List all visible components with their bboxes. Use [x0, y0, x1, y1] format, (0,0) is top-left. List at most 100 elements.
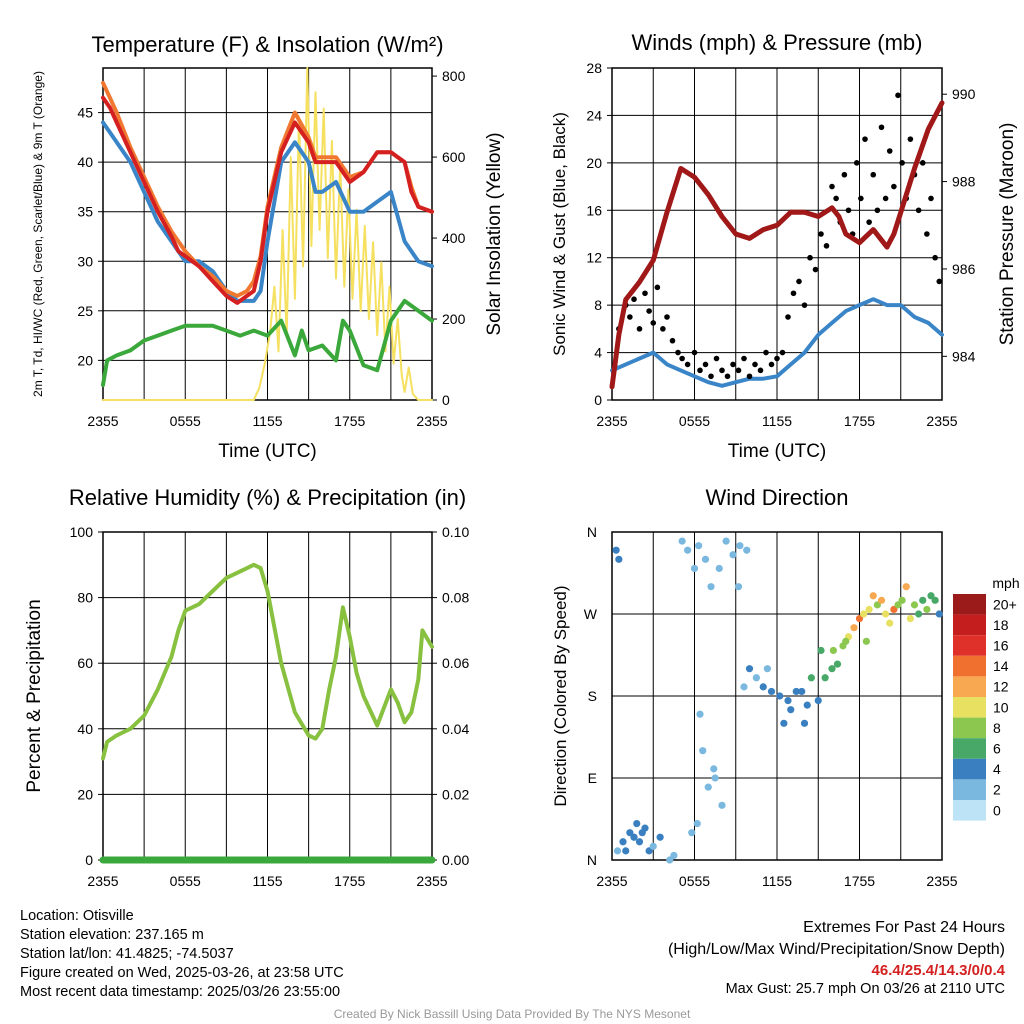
dir-x-tick-label: 2355	[926, 873, 957, 889]
wind-gust-point	[642, 290, 648, 297]
wind-gust-point	[785, 314, 791, 320]
colorbar-swatch	[953, 676, 986, 697]
dir-point	[886, 619, 894, 627]
station-elevation: Station elevation: 237.165 m	[20, 927, 204, 943]
dir-point	[828, 665, 836, 673]
rh-x-tick-label: 2355	[87, 873, 118, 889]
dir-point	[935, 610, 943, 618]
wind-gust-point	[886, 148, 893, 154]
wind-gust-point	[907, 136, 914, 142]
rh-x-tick-label: 2355	[416, 873, 447, 889]
temp-panel: Temperature (F) & Insolation (W/m²) 2355 0…	[31, 32, 505, 462]
colorbar-label: 14	[993, 658, 1009, 674]
dir-point	[696, 710, 704, 718]
wind-gust-point	[735, 367, 742, 374]
dir-point	[734, 583, 743, 591]
dir-point	[919, 596, 927, 604]
dir-point	[767, 687, 776, 696]
max-gust: Max Gust: 25.7 mph On 03/26 at 2110 UTC	[725, 981, 1005, 997]
wind-title: Winds (mph) & Pressure (mb)	[632, 30, 923, 55]
credit-line: Created By Nick Bassill Using Data Provi…	[333, 1007, 691, 1021]
dir-point	[873, 601, 881, 609]
dir-point	[865, 605, 873, 614]
rh-x-tick-label: 1155	[252, 873, 282, 889]
station-info: Location: Otisville Station elevation: 2…	[20, 907, 344, 1002]
wind-gust-point	[936, 278, 943, 285]
dir-point	[707, 583, 715, 591]
colorbar-label: 0	[993, 802, 1001, 818]
wind-gust-point	[878, 124, 885, 131]
dir-point	[722, 537, 730, 545]
wind-gust-point	[899, 160, 905, 166]
dir-point	[695, 542, 703, 550]
rh-x-tick-label: 0555	[170, 873, 201, 889]
wind-y2-tick-label: 986	[952, 261, 976, 277]
dir-y-tick-label: S	[588, 688, 597, 704]
wind-y-axis-label: Sonic Wind & Gust (Blue, Black)	[550, 112, 569, 356]
wind-gust-point	[675, 349, 681, 356]
temp-x-tick-label: 1755	[334, 413, 365, 429]
dir-point	[931, 596, 939, 604]
dir-point	[855, 614, 864, 623]
wind-x-tick-label: 0555	[679, 413, 710, 429]
dir-point	[690, 564, 699, 573]
temp-y2-tick-label: 600	[442, 149, 466, 165]
wind-gust-point	[746, 373, 753, 380]
dir-point	[759, 683, 767, 691]
rh-y2-tick-label: 0.00	[442, 852, 469, 868]
wind-gust-point	[874, 207, 881, 214]
wind-y-tick-label: 12	[586, 250, 602, 266]
wind-gust-point	[928, 195, 934, 202]
rh-y-tick-label: 80	[77, 590, 93, 606]
wind-gust-point	[841, 171, 848, 178]
wind-gust-point	[702, 361, 709, 368]
rh-y2-tick-label: 0.10	[442, 524, 469, 540]
dir-point	[699, 747, 707, 755]
wind-y-tick-label: 24	[586, 107, 602, 123]
colorbar-label: 2	[993, 782, 1001, 798]
colorbar-swatch	[953, 655, 986, 677]
dir-point	[701, 555, 710, 563]
colorbar-label: 18	[993, 617, 1009, 633]
wind-gust-point	[845, 207, 852, 214]
rh-y-tick-label: 20	[77, 786, 93, 802]
dir-x-tick-label: 1155	[762, 873, 792, 889]
colorbar-label: 6	[993, 741, 1001, 757]
wind-gust-point	[752, 361, 758, 368]
extremes-subtitle: (High/Low/Max Wind/Precipitation/Snow De…	[667, 941, 1005, 958]
temp-x-tick-label: 1155	[252, 413, 282, 429]
dir-point	[807, 674, 815, 682]
wind-y-tick-label: 16	[586, 202, 602, 218]
rh-y-tick-label: 60	[77, 655, 93, 671]
wind-gust-point	[833, 195, 839, 202]
wind-gust-point	[891, 183, 897, 190]
rh-y2-tick-label: 0.06	[442, 655, 469, 671]
temp-x-axis-label: Time (UTC)	[218, 441, 317, 462]
wind-gust-point	[779, 349, 786, 356]
colorbar-label: 16	[993, 638, 1009, 654]
temp-y-axis-label: 2m T, Td, HI/WC (Red, Green, Scarlet/Blu…	[31, 71, 45, 397]
wind-gust-point	[669, 337, 676, 344]
temp-y-tick-label: 25	[77, 303, 93, 319]
rh-y-axis-label: Percent & Precipitation	[24, 599, 45, 792]
wind-gust-point	[915, 207, 922, 214]
temp-y2-tick-label: 800	[442, 68, 466, 84]
temp-y-tick-label: 30	[77, 253, 93, 269]
dir-point	[780, 719, 788, 727]
wind-series-station-pressure	[609, 100, 945, 390]
wind-gust-point	[796, 278, 802, 285]
wind-gust-point	[708, 373, 714, 380]
dir-point	[910, 601, 919, 609]
dir-point	[814, 696, 822, 705]
wind-gust-point	[895, 92, 901, 99]
dir-point	[898, 596, 906, 604]
rh-x-tick-label: 1755	[334, 873, 365, 889]
wind-gust-point	[650, 320, 657, 326]
wind-x-tick-label: 1755	[844, 413, 875, 429]
dir-point	[817, 646, 825, 655]
station-latlon: Station lat/lon: 41.4825; -74.5037	[20, 946, 234, 962]
dir-point	[626, 829, 634, 837]
dir-point	[800, 719, 809, 727]
temp-series-2m-t	[101, 95, 434, 305]
wind-gust-point	[866, 219, 872, 225]
